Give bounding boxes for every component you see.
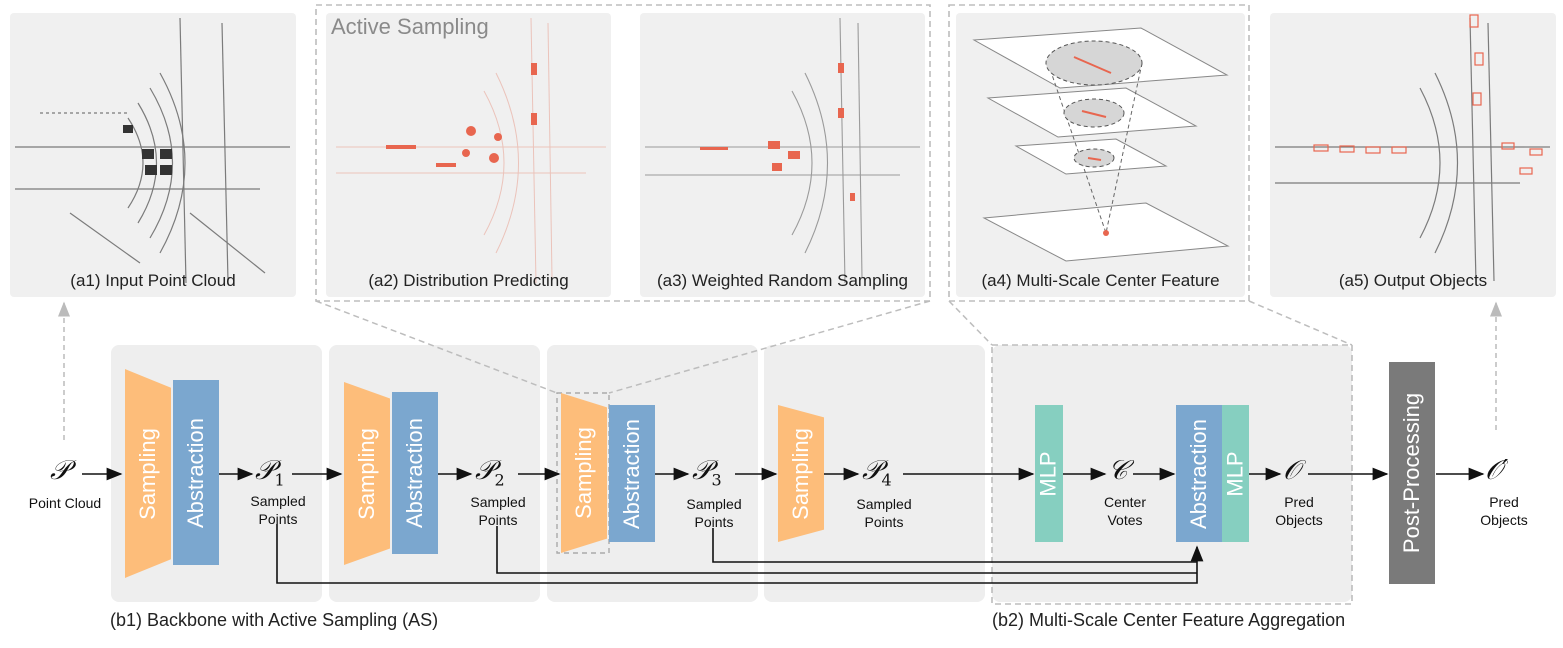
panel-a2-caption: (a2) Distribution Predicting [368,271,569,290]
sampling-block-3: Sampling [561,393,607,553]
symbol-p1-sub: 1 [274,470,285,490]
label-sampled-points-4-line2: Points [864,514,904,530]
caption-b1-backbone: (b1) Backbone with Active Sampling (AS) [110,610,439,630]
label-sampled-points-1-line1: Sampled [250,493,306,509]
caption-b2-aggregation: (b2) Multi-Scale Center Feature Aggregat… [992,610,1346,630]
abstraction-block-2-label: Abstraction [402,417,427,529]
symbol-p4: 𝒫4 [862,455,892,489]
abstraction-block-2: Abstraction [392,392,438,554]
label-pred-objects-line2: Objects [1275,512,1323,528]
symbol-p2-sub: 2 [494,470,505,490]
mlp-block-votes-label: MLP [1036,450,1061,497]
label-sampled-points-3: Sampled Points [678,495,750,531]
symbol-p3: 𝒫3 [692,455,722,489]
panel-a4-multi-scale-center-feature: (a4) Multi-Scale Center Feature [956,13,1245,297]
symbol-p4-sub: 4 [881,470,892,490]
symbol-final-objects: 𝒪′ [1485,455,1509,486]
symbol-p1-main: 𝒫 [255,455,275,486]
sampling-block-2: Sampling [344,382,390,565]
panel-a3-weighted-random-sampling: (a3) Weighted Random Sampling [640,13,925,297]
panel-a3-caption: (a3) Weighted Random Sampling [656,271,909,290]
sampling-block-1-label: Sampling [135,427,160,520]
label-sampled-points-2: Sampled Points [462,493,534,529]
abstraction-block-1: Abstraction [173,380,219,565]
label-sampled-points-4: Sampled Points [848,495,920,531]
abstraction-block-aggregation-label: Abstraction [1186,418,1211,529]
panel-a5-output-objects: (a5) Output Objects [1270,13,1556,297]
label-sampled-points-4-line1: Sampled [856,496,912,512]
post-processing-block: Post-Processing [1389,362,1435,584]
label-final-objects-line2: Objects [1480,512,1528,528]
symbol-p3-sub: 3 [711,470,722,490]
sampling-block-2-label: Sampling [354,427,379,520]
symbol-p3-main: 𝒫 [692,455,712,486]
abstraction-block-3-label: Abstraction [619,418,644,529]
label-final-objects: Pred Objects [1468,493,1540,529]
label-sampled-points-1: Sampled Points [242,492,314,528]
panel-a1-caption: (a1) Input Point Cloud [70,271,236,290]
abstraction-block-3: Abstraction [609,405,655,542]
label-pred-objects: Pred Objects [1263,493,1335,529]
panel-a4-caption: (a4) Multi-Scale Center Feature [981,271,1220,290]
abstraction-block-1-label: Abstraction [183,417,208,528]
label-sampled-points-3-line2: Points [694,514,734,530]
weighted-sampling-image [645,17,920,284]
label-center-votes: Center Votes [1090,493,1160,529]
sampling-block-3-label: Sampling [571,427,596,519]
panel-a2-distribution-predicting: (a2) Distribution Predicting [326,13,611,297]
label-point-cloud: Point Cloud [28,495,102,511]
symbol-p2-main: 𝒫 [475,455,495,486]
label-sampled-points-3-line1: Sampled [686,496,742,512]
symbol-p4-main: 𝒫 [862,455,882,486]
sampling-block-4-label: Sampling [788,427,813,520]
label-final-objects-line1: Pred [1489,494,1519,510]
panel-a1-input-point-cloud: (a1) Input Point Cloud [10,13,296,297]
label-pred-objects-line1: Pred [1284,494,1314,510]
distribution-image [336,17,606,284]
symbol-pred-objects: 𝒪 [1283,455,1301,486]
sampling-block-1: Sampling [125,369,171,578]
panel-a5-caption: (a5) Output Objects [1338,271,1488,290]
output-objects-image [1275,14,1550,284]
symbol-point-cloud: 𝒫 [50,455,69,487]
label-sampled-points-2-line2: Points [478,512,518,528]
symbol-p2: 𝒫2 [475,455,505,489]
sampling-block-4: Sampling [778,405,824,542]
mlp-block-votes: MLP [1035,405,1063,542]
label-sampled-points-1-line2: Points [258,511,298,527]
multi-scale-image [972,27,1230,262]
mlp-block-head: MLP [1222,405,1249,542]
symbol-p: 𝒫 [50,455,70,486]
label-sampled-points-2-line1: Sampled [470,494,526,510]
label-center-votes-line1: Center [1103,494,1147,510]
post-processing-label: Post-Processing [1399,392,1424,554]
active-sampling-title: Active Sampling [331,14,489,39]
mlp-block-head-label: MLP [1222,450,1248,497]
abstraction-block-aggregation: Abstraction [1176,405,1222,542]
point-cloud-image [15,17,290,284]
symbol-center-votes: 𝒞 [1108,455,1128,486]
label-center-votes-line2: Votes [1107,512,1143,528]
symbol-p1: 𝒫1 [255,455,285,489]
